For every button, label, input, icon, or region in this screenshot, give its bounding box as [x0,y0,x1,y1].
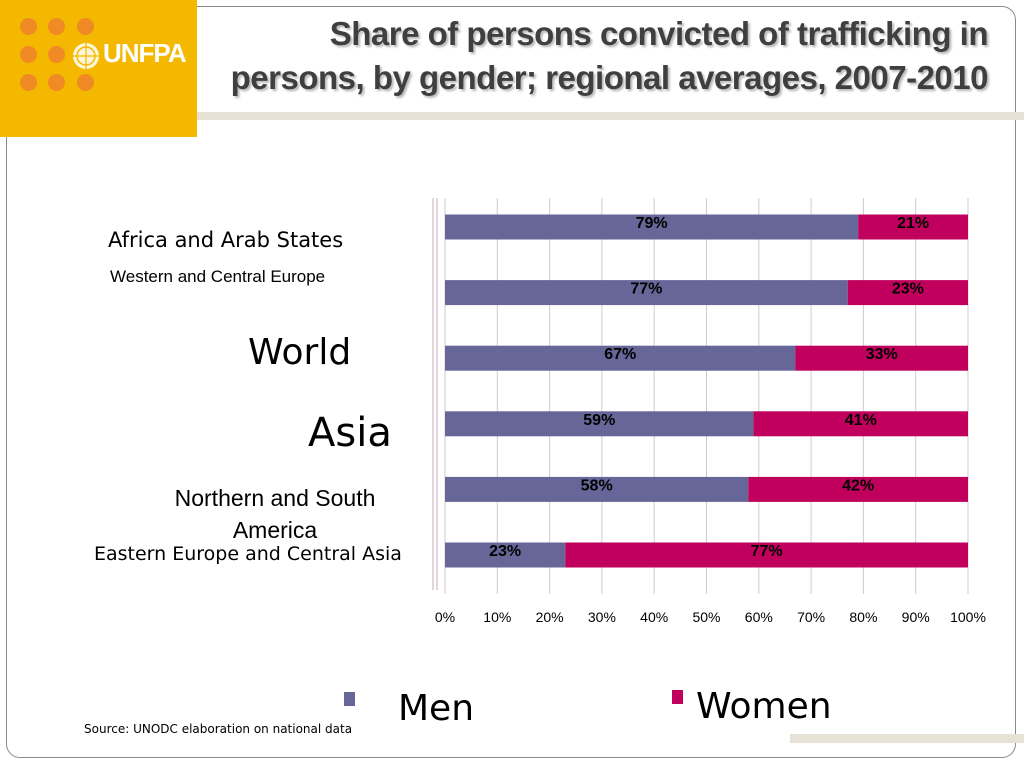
logo-dot [77,74,94,91]
logo-dot [20,74,37,91]
x-tick-label: 100% [950,609,986,625]
logo-dot [48,18,65,35]
bar-women [858,214,968,240]
category-label-eastern-europe-central-asia: Eastern Europe and Central Asia [94,543,402,565]
bar-women [847,280,968,306]
data-label-women: 42% [842,477,874,494]
x-tick-label: 20% [536,609,564,625]
logo-dot [48,46,65,63]
un-emblem-icon [73,43,99,69]
data-label-women: 33% [866,346,898,363]
legend-swatch-women [672,690,683,704]
bar-men [445,476,749,502]
unfpa-logo-block: UNFPA [0,0,197,137]
x-tick-label: 60% [745,609,773,625]
x-tick-label: 40% [640,609,668,625]
logo-dot [48,74,65,91]
data-label-men: 58% [581,477,613,494]
bar-women [748,476,968,502]
slide-title: Share of persons convicted of traffickin… [208,12,989,100]
header-divider-band [197,112,1024,120]
data-label-men: 79% [636,215,668,232]
category-label-world: World [248,332,352,373]
bar-men [445,542,566,568]
x-tick-label: 0% [435,609,455,625]
bar-men [445,411,754,437]
data-label-men: 59% [583,412,615,429]
x-tick-label: 70% [797,609,825,625]
data-label-men: 23% [489,543,521,560]
legend-swatch-men [344,692,355,706]
x-tick-label: 50% [692,609,720,625]
bar-women [753,411,968,437]
x-tick-label: 90% [902,609,930,625]
category-label-northern-south-america: Northern and South America [174,485,376,543]
x-tick-label: 30% [588,609,616,625]
data-label-women: 41% [845,412,877,429]
bar-men [445,345,796,371]
logo-dot [77,18,94,35]
data-label-women: 21% [897,215,929,232]
data-label-men: 77% [630,281,662,298]
slide-frame [6,6,1016,758]
category-label-africa-arab-states: Africa and Arab States [108,228,344,252]
logo-dot [20,46,37,63]
legend-label-men: Men [398,688,475,729]
source-note: Source: UNODC elaboration on national da… [84,722,353,736]
logo-text: UNFPA [103,38,187,68]
bar-men [445,214,859,240]
x-tick-label: 10% [483,609,511,625]
data-label-women: 23% [892,281,924,298]
category-label-asia: Asia [308,410,392,456]
data-label-women: 77% [751,543,783,560]
bar-women [795,345,968,371]
x-tick-label: 80% [849,609,877,625]
data-label-men: 67% [604,346,636,363]
footer-band [790,734,1024,743]
title-line-2: persons, by gender; regional averages, 2… [230,59,989,96]
logo-dot [20,18,37,35]
bar-men [445,280,848,306]
category-label-western-central-europe: Western and Central Europe [110,267,326,286]
title-line-1: Share of persons convicted of traffickin… [329,15,989,52]
bar-women [565,542,968,568]
legend-label-women: Women [696,686,832,727]
